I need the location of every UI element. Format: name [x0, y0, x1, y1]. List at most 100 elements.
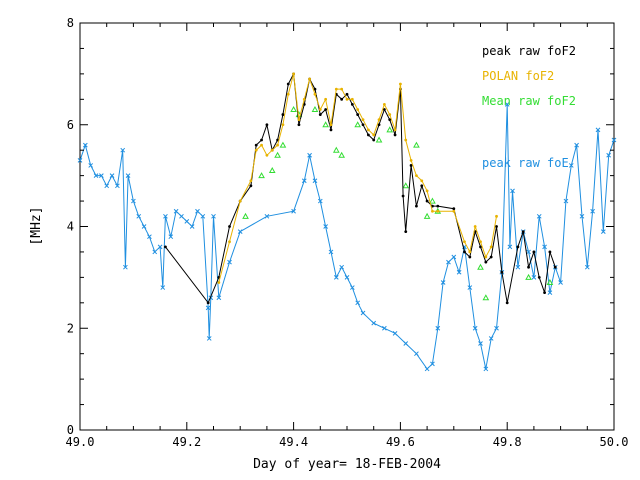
data-point	[436, 204, 440, 208]
data-point	[281, 113, 285, 116]
data-point	[536, 213, 542, 219]
data-point	[375, 136, 383, 143]
data-point	[317, 198, 323, 204]
data-point	[532, 250, 536, 254]
data-point	[425, 189, 429, 193]
data-point	[279, 141, 287, 148]
data-point	[274, 151, 281, 158]
data-point	[318, 113, 322, 116]
data-point	[340, 87, 344, 91]
data-point	[93, 173, 99, 178]
data-point	[237, 229, 243, 234]
data-point	[399, 82, 402, 86]
data-point	[402, 182, 410, 189]
data-point	[88, 163, 94, 168]
data-point	[468, 250, 472, 254]
data-point	[82, 142, 88, 148]
data-point	[574, 142, 579, 148]
data-point	[323, 224, 328, 229]
data-point	[123, 264, 128, 270]
data-point	[324, 97, 328, 101]
data-point	[366, 128, 370, 132]
data-point	[516, 245, 520, 249]
data-point	[482, 294, 490, 301]
data-point	[334, 87, 338, 91]
data-point	[372, 138, 376, 142]
data-point	[292, 72, 295, 76]
data-point	[286, 92, 290, 96]
data-point	[344, 275, 350, 280]
data-point	[452, 209, 456, 213]
data-point	[431, 209, 434, 213]
data-point	[463, 240, 466, 244]
data-point	[312, 178, 318, 184]
data-point	[238, 199, 242, 203]
data-point	[510, 188, 515, 194]
legend-peak-raw-foe: peak raw foE	[482, 156, 569, 170]
data-point	[547, 290, 553, 295]
data-point	[313, 92, 317, 96]
data-point	[505, 301, 509, 305]
data-point	[527, 265, 530, 269]
data-point	[228, 225, 231, 228]
y-tick-label: 4	[67, 220, 74, 234]
data-point	[521, 230, 525, 233]
data-point	[308, 77, 312, 81]
data-point	[371, 320, 377, 326]
data-point	[290, 105, 297, 112]
data-point	[473, 225, 477, 228]
data-point	[270, 148, 274, 152]
data-point	[157, 244, 163, 250]
data-point	[355, 300, 361, 306]
data-point	[350, 103, 354, 106]
data-point	[531, 275, 537, 280]
data-point	[611, 137, 617, 143]
data-point	[606, 152, 612, 158]
data-point	[543, 291, 546, 295]
data-point	[425, 199, 429, 203]
data-point	[211, 213, 216, 219]
data-point	[382, 103, 386, 106]
data-point	[297, 123, 301, 127]
data-point	[307, 152, 312, 158]
data-point	[456, 269, 462, 275]
data-point	[339, 264, 345, 270]
data-point	[401, 194, 405, 198]
series-peak-raw-fof2	[164, 72, 557, 305]
data-point	[189, 224, 195, 229]
data-point	[265, 123, 269, 127]
data-point	[393, 133, 397, 137]
y-tick-label: 8	[67, 16, 74, 30]
data-point	[264, 213, 270, 219]
data-point	[484, 255, 488, 259]
data-point	[200, 213, 206, 219]
data-point	[340, 97, 344, 101]
data-point	[489, 245, 493, 249]
data-point	[558, 280, 563, 285]
data-point	[338, 151, 346, 158]
data-point	[386, 126, 394, 133]
data-point	[495, 214, 498, 218]
data-point	[345, 97, 349, 101]
data-point	[345, 92, 349, 96]
data-point	[141, 224, 147, 229]
data-point	[318, 108, 322, 111]
data-point	[435, 325, 441, 331]
data-point	[563, 198, 569, 204]
data-point	[377, 118, 381, 122]
data-point	[542, 244, 547, 250]
data-point	[429, 197, 436, 204]
data-point	[195, 208, 200, 214]
data-point	[451, 254, 457, 260]
data-point	[206, 336, 212, 341]
x-tick-label: 49.6	[386, 435, 415, 449]
data-point	[377, 123, 381, 127]
data-point	[227, 259, 232, 265]
x-tick-label: 49.8	[493, 435, 522, 449]
data-point	[546, 278, 554, 285]
data-point	[147, 234, 152, 240]
data-point	[446, 259, 451, 265]
data-point	[478, 341, 483, 346]
data-point	[413, 141, 420, 148]
